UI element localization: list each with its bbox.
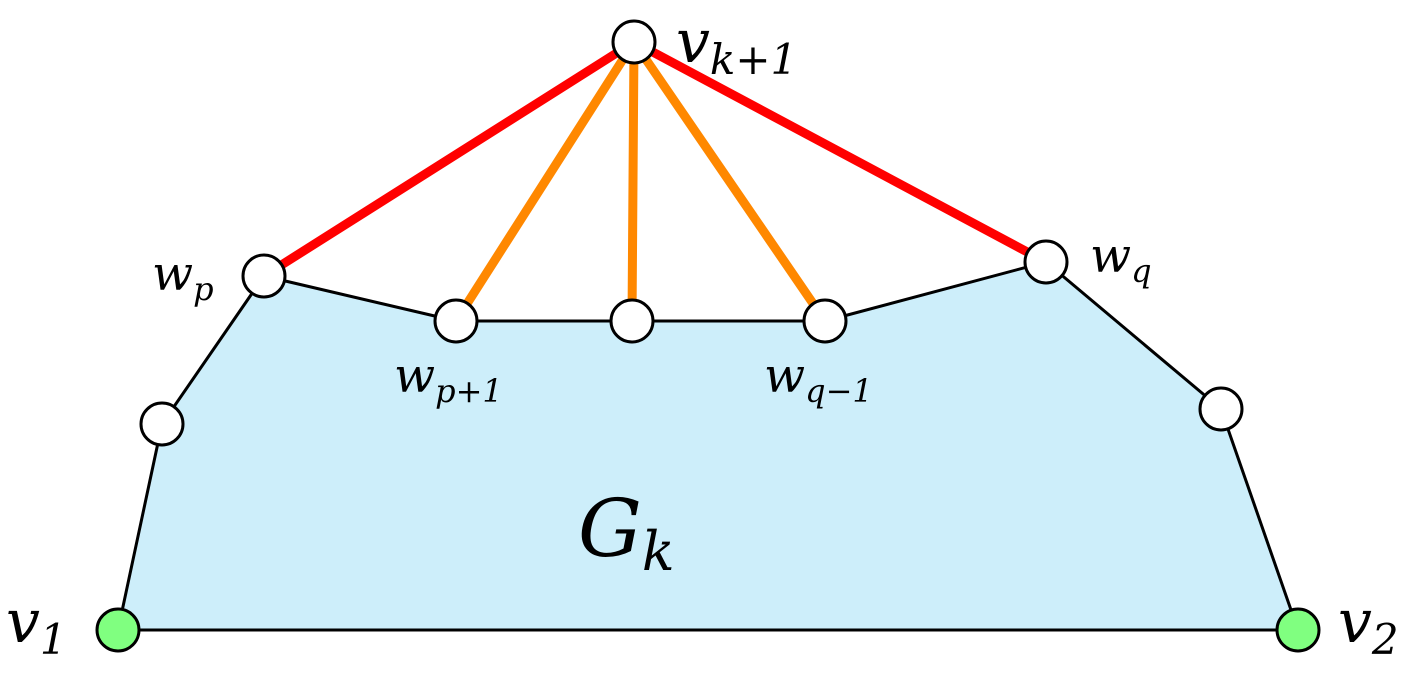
vertex-w-p1	[433, 298, 479, 344]
vertex-mid	[609, 298, 655, 344]
vertex-v-2	[1275, 607, 1321, 653]
label-g-k: Gk	[578, 482, 675, 583]
label-w-p1: wp+1	[394, 348, 503, 410]
vertex-right-side	[1198, 386, 1244, 432]
vertex-w-p	[241, 253, 287, 299]
label-v-k1: vk+1	[676, 7, 797, 84]
label-v-2: v2	[1338, 587, 1399, 664]
label-v-1: v1	[6, 587, 67, 664]
vertex-v-k1	[611, 19, 657, 65]
label-w-q1: wq−1	[764, 348, 873, 410]
region-g-k	[116, 260, 1300, 632]
vertex-w-q	[1023, 239, 1069, 285]
edge-red-left	[259, 37, 639, 281]
vertex-v-1	[95, 607, 141, 653]
edge-orange-3	[629, 37, 830, 326]
label-w-q: wq	[1090, 228, 1152, 290]
edge-red-right	[629, 37, 1051, 267]
edge-orange-1	[451, 37, 639, 326]
vertices	[95, 19, 1321, 653]
vertex-left-side	[139, 401, 185, 447]
label-w-p: wp	[152, 246, 214, 308]
edge-orange-2	[627, 37, 639, 326]
vertex-w-q1	[802, 298, 848, 344]
